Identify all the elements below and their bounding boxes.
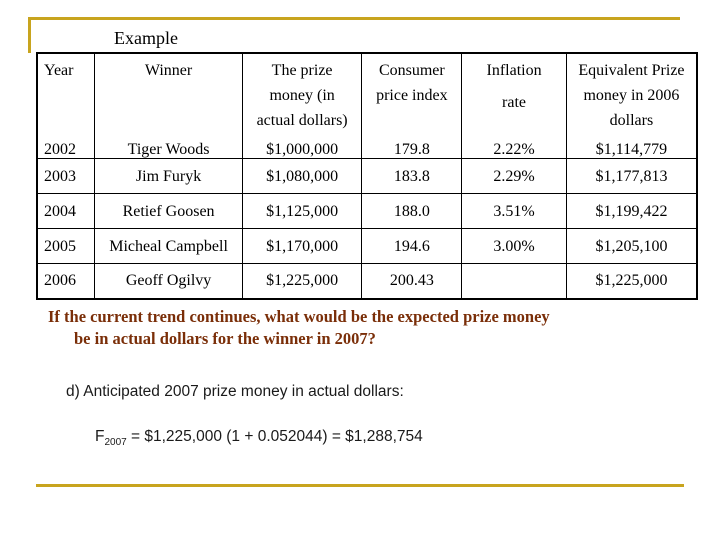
cell-prize: $1,080,000 <box>241 158 362 194</box>
cell-winner: Geoff Ogilvy <box>94 263 243 300</box>
prize-table: Year 2002 Winner Tiger Woods The prize m… <box>36 52 698 300</box>
cell-year: 2005 <box>36 228 95 264</box>
formula-variable: F <box>95 428 105 445</box>
cell-inflation: 2.22% <box>493 141 535 158</box>
cell-equivalent: $1,177,813 <box>565 158 698 194</box>
header-cpi: Consumer price index 179.8 <box>361 52 462 159</box>
cell-prize: $1,170,000 <box>241 228 362 264</box>
table-row: 2004 Retief Goosen $1,125,000 188.0 3.51… <box>36 193 698 229</box>
cell-winner: Jim Furyk <box>94 158 243 194</box>
header-row: Year 2002 Winner Tiger Woods The prize m… <box>36 52 698 159</box>
solution-label: d) Anticipated 2007 prize money in actua… <box>66 383 404 400</box>
cell-cpi: 200.43 <box>361 263 462 300</box>
question-line-2: be in actual dollars for the winner in 2… <box>74 329 376 348</box>
table-row: 2006 Geoff Ogilvy $1,225,000 200.43 $1,2… <box>36 263 698 300</box>
formula-expression: = $1,225,000 (1 + 0.052044) = $1,288,754 <box>126 428 423 445</box>
table-row: 2003 Jim Furyk $1,080,000 183.8 2.29% $1… <box>36 158 698 194</box>
cell-year: 2002 <box>44 141 76 158</box>
cell-winner: Tiger Woods <box>127 141 210 158</box>
header-prize: The prize money (in actual dollars) $1,0… <box>241 52 362 159</box>
cell-equivalent: $1,199,422 <box>565 193 698 229</box>
cell-winner: Micheal Campbell <box>94 228 243 264</box>
cell-inflation <box>461 263 567 300</box>
question-line-1: If the current trend continues, what wou… <box>48 307 550 326</box>
cell-cpi: 188.0 <box>361 193 462 229</box>
cell-inflation: 3.00% <box>461 228 567 264</box>
table-row: 2005 Micheal Campbell $1,170,000 194.6 3… <box>36 228 698 264</box>
cell-equivalent: $1,225,000 <box>565 263 698 300</box>
header-inflation: Inflation rate 2.22% <box>461 52 567 159</box>
cell-inflation: 3.51% <box>461 193 567 229</box>
header-equivalent: Equivalent Prize money in 2006 dollars $… <box>565 52 698 159</box>
header-winner: Winner Tiger Woods <box>94 52 243 159</box>
cell-equivalent: $1,205,100 <box>565 228 698 264</box>
cell-cpi: 194.6 <box>361 228 462 264</box>
cell-prize: $1,225,000 <box>241 263 362 300</box>
top-rule <box>28 17 680 20</box>
cell-winner: Retief Goosen <box>94 193 243 229</box>
question-text: If the current trend continues, what wou… <box>48 306 688 350</box>
left-rule <box>28 17 31 53</box>
cell-year: 2006 <box>36 263 95 300</box>
solution-formula: F2007 = $1,225,000 (1 + 0.052044) = $1,2… <box>95 428 423 448</box>
cell-year: 2003 <box>36 158 95 194</box>
cell-year: 2004 <box>36 193 95 229</box>
formula-subscript: 2007 <box>104 437 127 449</box>
slide-title: Example <box>114 28 178 48</box>
header-year: Year 2002 <box>36 52 95 159</box>
cell-prize: $1,125,000 <box>241 193 362 229</box>
cell-inflation: 2.29% <box>461 158 567 194</box>
cell-equivalent: $1,114,779 <box>595 141 668 158</box>
cell-prize: $1,000,000 <box>266 141 339 158</box>
bottom-rule <box>36 484 684 487</box>
cell-cpi: 179.8 <box>393 141 430 158</box>
cell-cpi: 183.8 <box>361 158 462 194</box>
